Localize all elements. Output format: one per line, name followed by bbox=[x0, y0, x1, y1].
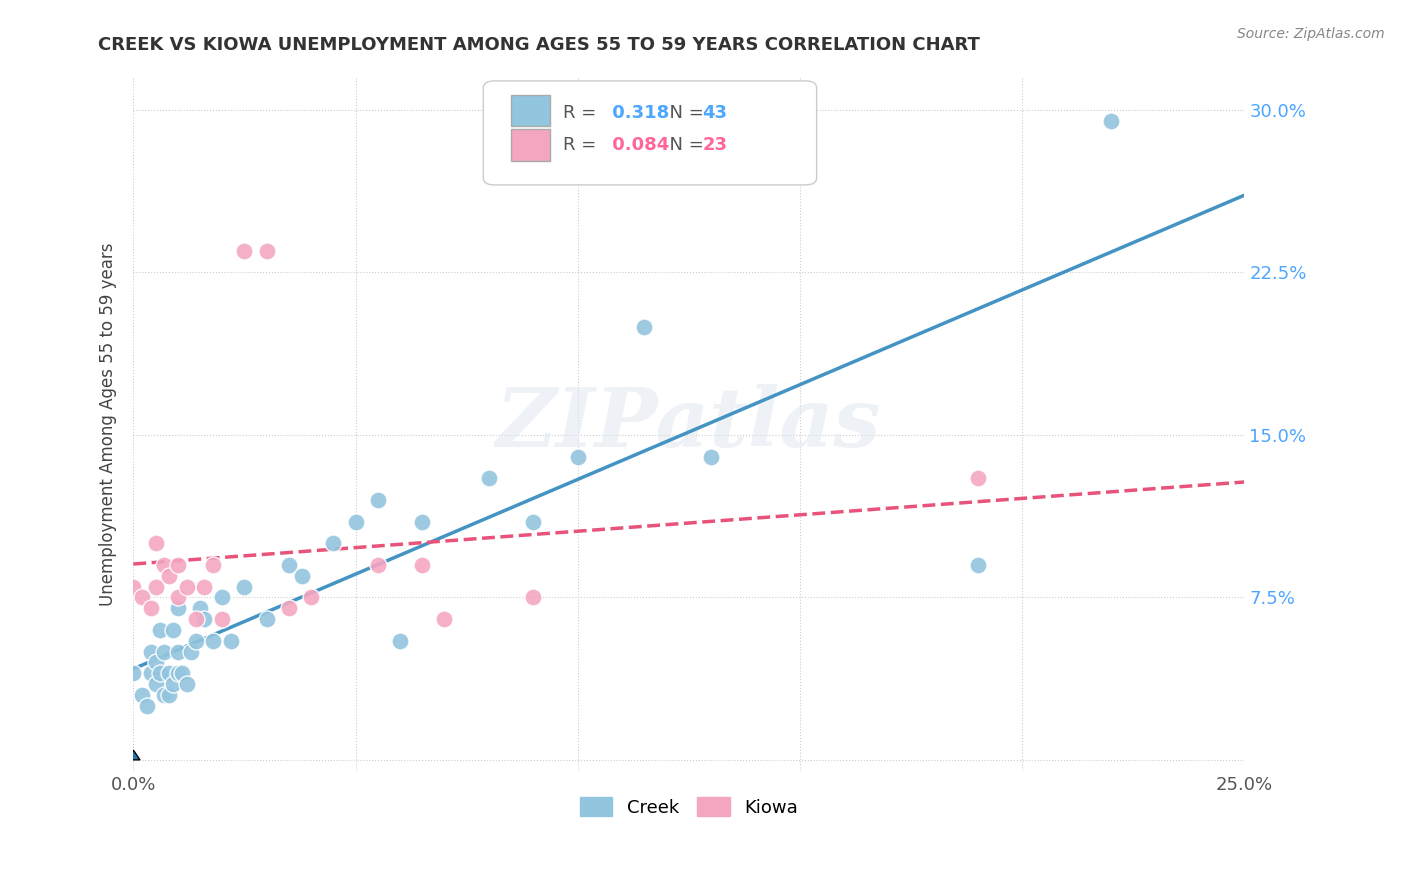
Point bbox=[202, 633, 225, 648]
Point bbox=[433, 612, 456, 626]
Point bbox=[172, 666, 194, 681]
Point bbox=[166, 591, 188, 605]
Point bbox=[157, 568, 180, 582]
Point bbox=[122, 666, 145, 681]
Point bbox=[233, 244, 256, 258]
Point bbox=[277, 601, 299, 615]
Point bbox=[966, 558, 988, 572]
Text: Source: ZipAtlas.com: Source: ZipAtlas.com bbox=[1237, 27, 1385, 41]
Point bbox=[131, 688, 153, 702]
Point bbox=[256, 244, 278, 258]
Point bbox=[157, 688, 180, 702]
Point bbox=[131, 591, 153, 605]
Point bbox=[322, 536, 344, 550]
Point bbox=[122, 580, 145, 594]
Point bbox=[153, 688, 176, 702]
Point bbox=[344, 515, 367, 529]
Point bbox=[522, 515, 544, 529]
FancyBboxPatch shape bbox=[512, 95, 550, 126]
Point bbox=[478, 471, 501, 485]
Text: R =: R = bbox=[564, 104, 602, 122]
Point bbox=[166, 558, 188, 572]
Legend: Creek, Kiowa: Creek, Kiowa bbox=[572, 790, 806, 824]
Text: N =: N = bbox=[658, 104, 709, 122]
Point bbox=[633, 319, 655, 334]
Point bbox=[139, 644, 162, 658]
Point bbox=[299, 591, 322, 605]
Point bbox=[162, 677, 184, 691]
Text: 0.084: 0.084 bbox=[606, 136, 669, 153]
Text: R =: R = bbox=[564, 136, 602, 153]
Point bbox=[411, 515, 433, 529]
Point bbox=[166, 644, 188, 658]
Point bbox=[153, 558, 176, 572]
Point bbox=[135, 698, 157, 713]
Point bbox=[211, 612, 233, 626]
Y-axis label: Unemployment Among Ages 55 to 59 years: Unemployment Among Ages 55 to 59 years bbox=[100, 243, 117, 606]
Point bbox=[166, 666, 188, 681]
Text: ZIPatlas: ZIPatlas bbox=[496, 384, 882, 464]
Point bbox=[966, 471, 988, 485]
Point bbox=[388, 633, 411, 648]
Point bbox=[145, 536, 167, 550]
Point bbox=[291, 568, 314, 582]
Point bbox=[193, 580, 215, 594]
Point bbox=[184, 612, 207, 626]
Point bbox=[193, 612, 215, 626]
Point bbox=[180, 644, 202, 658]
Point bbox=[145, 677, 167, 691]
Point bbox=[367, 558, 389, 572]
Point bbox=[153, 644, 176, 658]
Point bbox=[176, 580, 198, 594]
Point bbox=[184, 633, 207, 648]
Point bbox=[522, 591, 544, 605]
Point bbox=[700, 450, 723, 464]
Point bbox=[139, 666, 162, 681]
Point bbox=[166, 601, 188, 615]
Point bbox=[149, 666, 172, 681]
Point bbox=[277, 558, 299, 572]
Point bbox=[256, 612, 278, 626]
Point bbox=[1099, 113, 1122, 128]
Text: 43: 43 bbox=[702, 104, 727, 122]
Point bbox=[233, 580, 256, 594]
Text: 0.318: 0.318 bbox=[606, 104, 669, 122]
Point bbox=[567, 450, 589, 464]
Point bbox=[157, 666, 180, 681]
Point bbox=[139, 601, 162, 615]
FancyBboxPatch shape bbox=[512, 129, 550, 161]
Point bbox=[367, 492, 389, 507]
Text: CREEK VS KIOWA UNEMPLOYMENT AMONG AGES 55 TO 59 YEARS CORRELATION CHART: CREEK VS KIOWA UNEMPLOYMENT AMONG AGES 5… bbox=[98, 36, 980, 54]
Text: N =: N = bbox=[658, 136, 709, 153]
FancyArrow shape bbox=[127, 750, 141, 760]
Text: 23: 23 bbox=[702, 136, 727, 153]
Point bbox=[219, 633, 242, 648]
Point bbox=[176, 677, 198, 691]
FancyBboxPatch shape bbox=[484, 81, 817, 185]
Point bbox=[145, 580, 167, 594]
Point bbox=[211, 591, 233, 605]
Point bbox=[202, 558, 225, 572]
Point bbox=[145, 656, 167, 670]
Point bbox=[188, 601, 211, 615]
Point bbox=[162, 623, 184, 637]
Point bbox=[149, 623, 172, 637]
Point bbox=[411, 558, 433, 572]
